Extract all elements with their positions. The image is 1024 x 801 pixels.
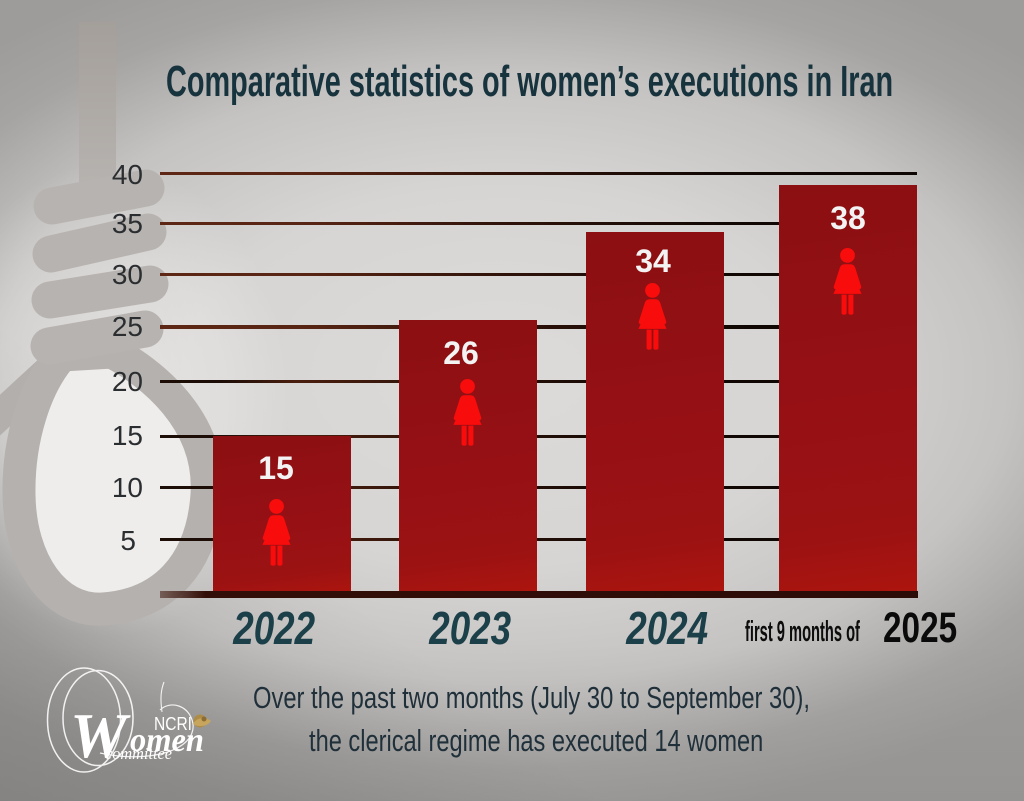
svg-text:W: W (70, 700, 131, 771)
svg-text:NCRI: NCRI (154, 714, 192, 734)
svg-text:omen: omen (130, 722, 204, 759)
svg-text:committee: committee (105, 744, 172, 763)
